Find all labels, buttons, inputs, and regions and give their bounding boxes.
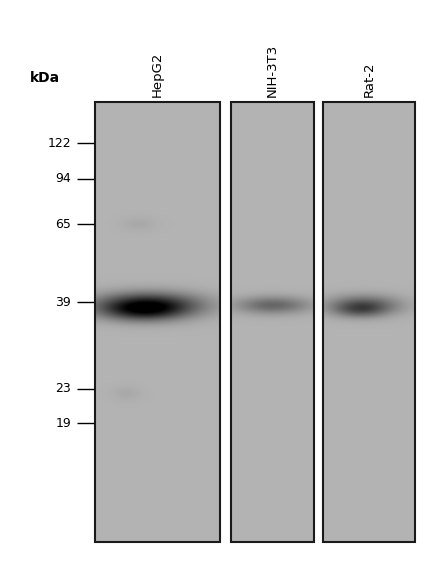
Text: 65: 65 — [55, 218, 71, 230]
Text: 122: 122 — [48, 137, 71, 150]
Bar — [323, 102, 415, 542]
Text: 94: 94 — [56, 172, 71, 185]
Text: HepG2: HepG2 — [151, 52, 164, 97]
Bar — [231, 102, 314, 542]
Bar — [95, 102, 220, 542]
Text: 19: 19 — [56, 417, 71, 430]
Text: NIH-3T3: NIH-3T3 — [266, 44, 279, 97]
Bar — [323, 102, 415, 542]
Text: 39: 39 — [56, 296, 71, 309]
Text: Rat-2: Rat-2 — [363, 61, 376, 97]
Bar — [231, 102, 314, 542]
Text: 23: 23 — [56, 382, 71, 396]
Bar — [95, 102, 220, 542]
Text: kDa: kDa — [30, 71, 60, 85]
